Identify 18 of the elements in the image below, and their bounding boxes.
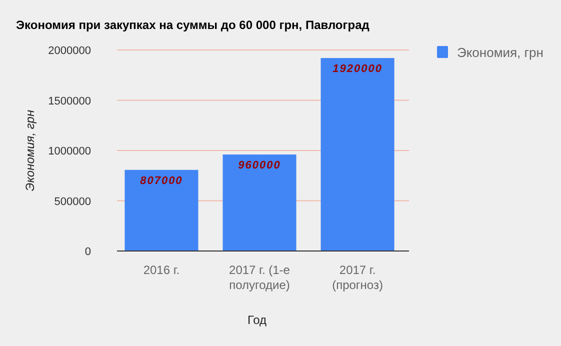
y-tick-label: 2000000: [48, 45, 91, 57]
bar: [124, 170, 198, 251]
y-tick-label: 1500000: [48, 95, 91, 108]
x-tick-label: 2016 г.: [143, 263, 180, 277]
data-label: 807000: [140, 174, 183, 187]
x-tick-label: 2017 г. (1-е полугодие): [229, 263, 290, 292]
bar: [320, 58, 394, 251]
data-label: 1920000: [332, 63, 382, 76]
chart-title: Экономия при закупках на суммы до 60 000 грн, Павлоград: [16, 18, 370, 32]
data-label: 960000: [238, 160, 281, 172]
y-axis-title: Экономия, грн: [23, 110, 37, 192]
y-tick-label: 0: [84, 246, 91, 258]
y-tick-label: 500000: [54, 196, 91, 208]
y-tick-label: 1000000: [48, 146, 91, 158]
bar: [222, 154, 296, 251]
x-axis-title: Год: [247, 313, 267, 327]
legend-label: Экономия, грн: [457, 45, 544, 60]
x-tick-label: 2017 г. (прогноз): [332, 263, 383, 292]
